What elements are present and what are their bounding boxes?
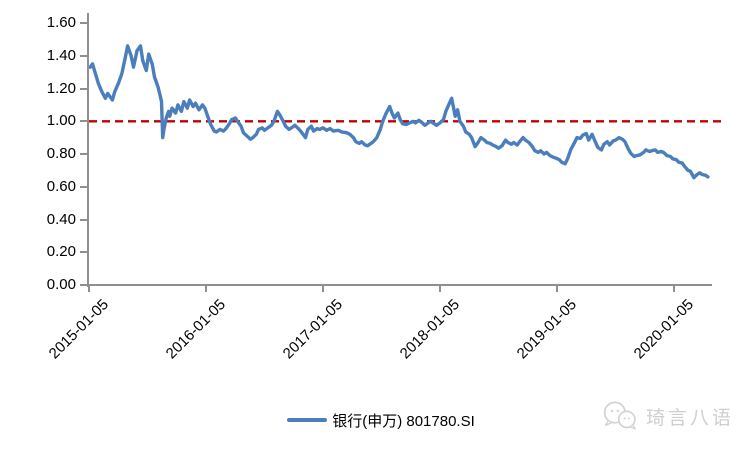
watermark: 琦言八语 <box>600 399 734 433</box>
y-axis-line <box>87 13 89 287</box>
y-tick-label: 1.40 <box>46 47 76 64</box>
legend: 银行(申万) 801780.SI <box>0 408 750 432</box>
y-tick-mark <box>80 120 88 122</box>
watermark-text: 琦言八语 <box>645 407 734 429</box>
y-tick-label: 0.20 <box>46 243 76 260</box>
x-tick-mark <box>439 285 441 292</box>
y-tick-label: 0.00 <box>46 276 76 293</box>
y-tick-label: 0.60 <box>46 178 76 195</box>
y-tick-mark <box>80 55 88 57</box>
x-tick-mark <box>88 285 90 292</box>
y-tick-mark <box>80 88 88 90</box>
y-tick-mark <box>80 284 88 286</box>
x-tick-mark <box>205 285 207 292</box>
y-tick-label: 1.60 <box>46 14 76 31</box>
x-tick-mark <box>556 285 558 292</box>
chat-bubbles-icon <box>603 401 636 430</box>
y-tick-label: 1.00 <box>46 112 76 129</box>
x-axis-line <box>87 284 712 286</box>
y-tick-mark <box>80 153 88 155</box>
y-tick-label: 0.40 <box>46 211 76 228</box>
y-tick-mark <box>80 219 88 221</box>
legend-label: 银行(申万) 801780.SI <box>332 412 475 430</box>
y-tick-label: 0.80 <box>46 145 76 162</box>
y-tick-mark <box>80 251 88 253</box>
y-tick-mark <box>80 22 88 24</box>
legend-line-swatch <box>287 418 328 422</box>
series-line <box>88 44 710 180</box>
x-tick-mark <box>673 285 675 292</box>
y-tick-label: 1.20 <box>46 80 76 97</box>
x-tick-mark <box>322 285 324 292</box>
y-tick-mark <box>80 186 88 188</box>
